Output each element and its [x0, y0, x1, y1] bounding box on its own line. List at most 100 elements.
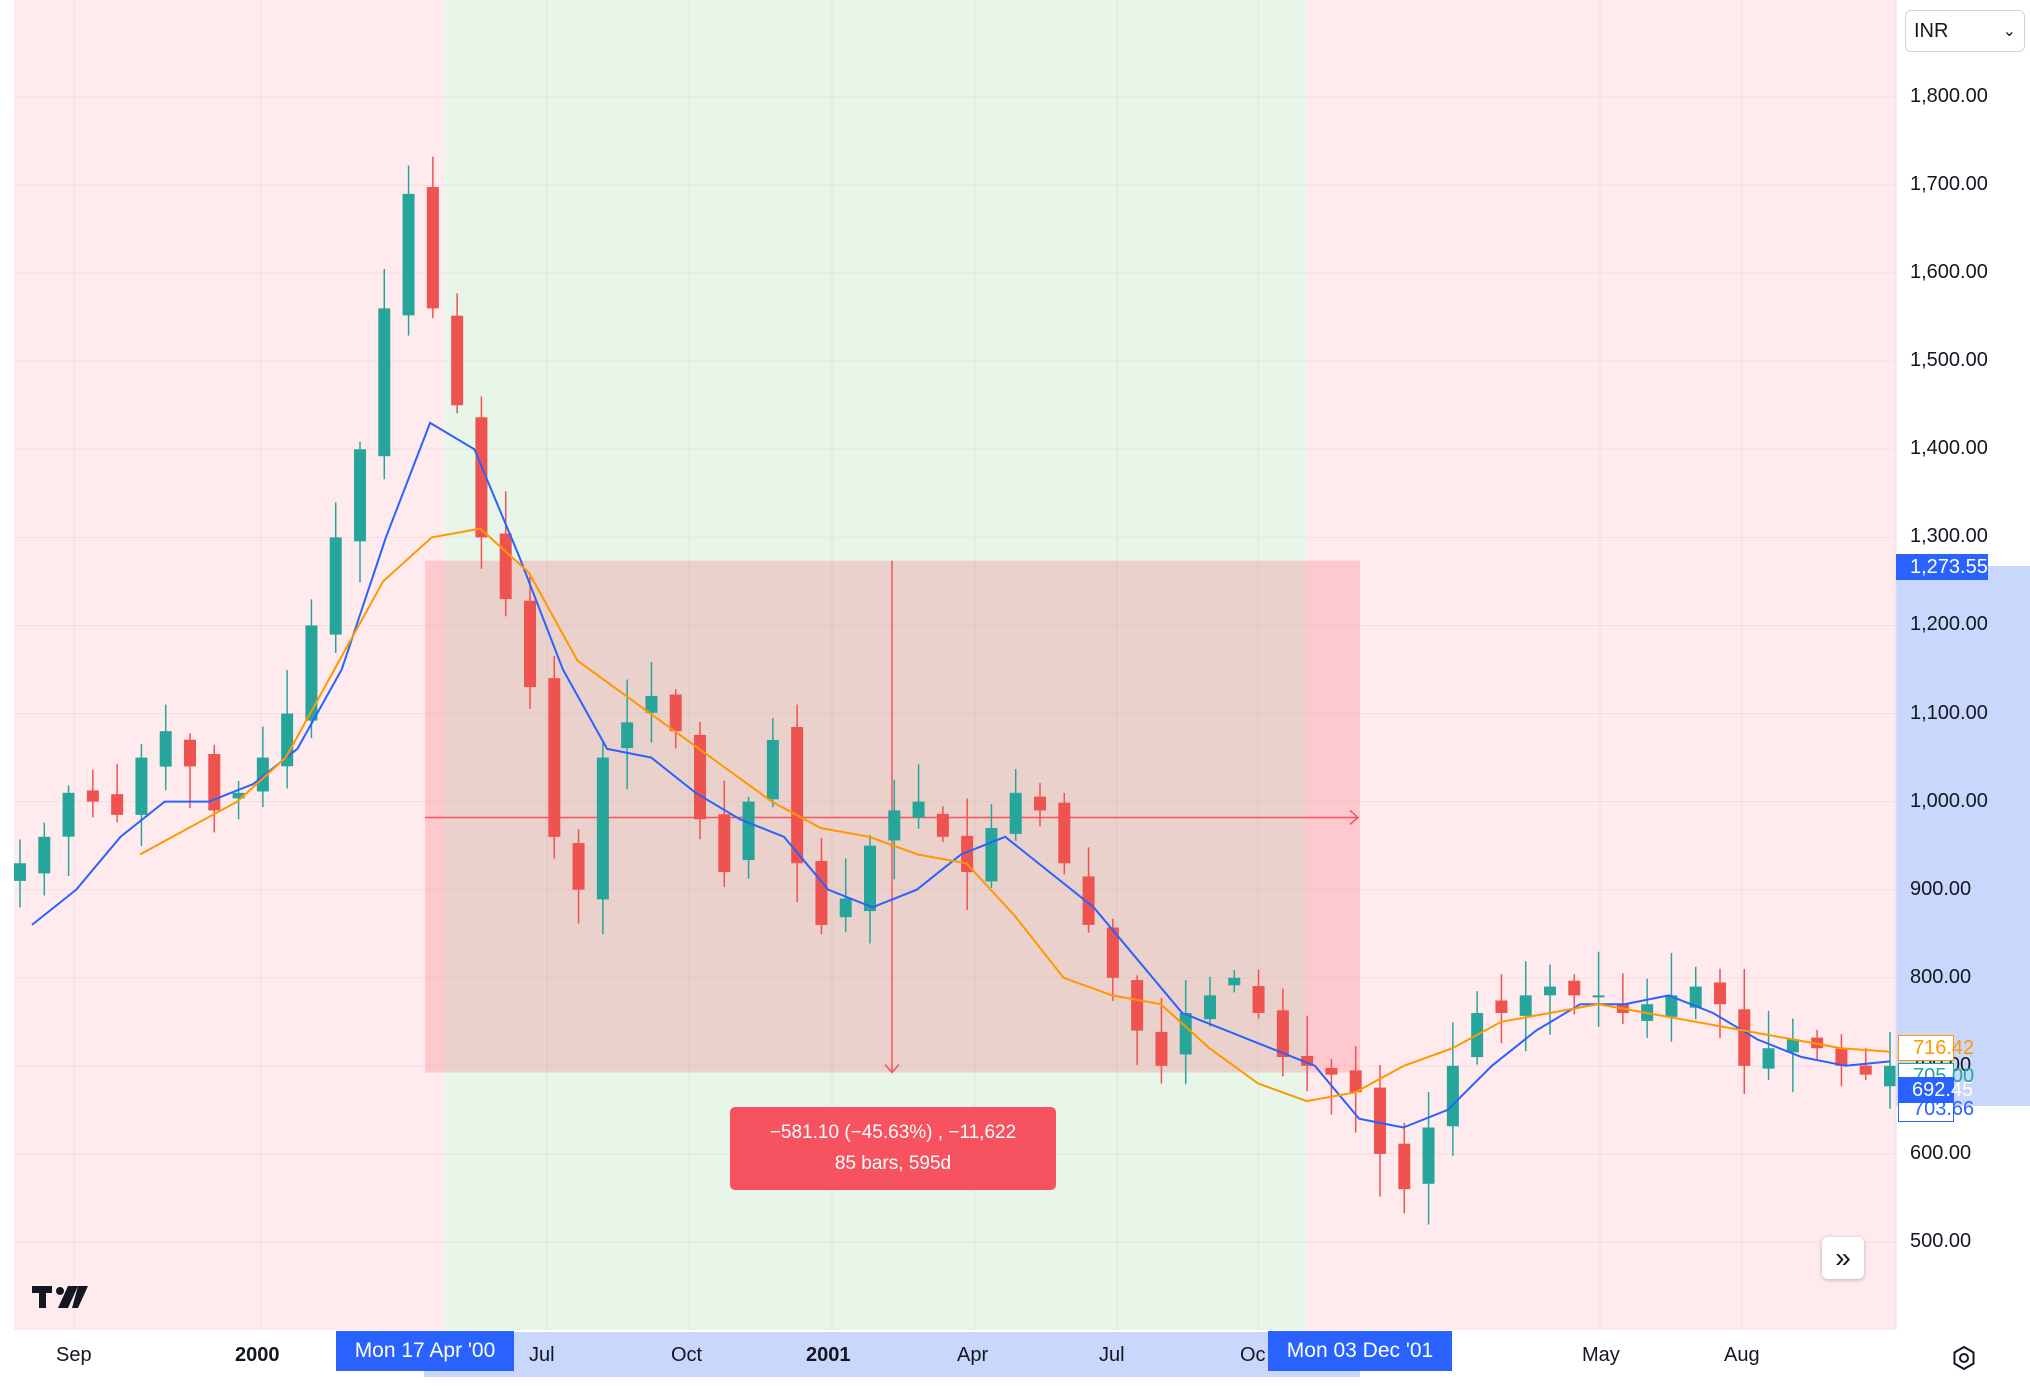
- price-label-top: 1,273.55: [1896, 554, 1988, 580]
- candle-body: [596, 757, 609, 900]
- candle-body: [1835, 1048, 1848, 1066]
- candle-body: [1349, 1070, 1362, 1093]
- price-tick-label: 1,100.00: [1910, 701, 1988, 724]
- candle-body: [1714, 982, 1726, 1005]
- arrow-right-icon: [1349, 809, 1360, 826]
- price-tick-label: 1,300.00: [1910, 525, 1988, 548]
- time-tick-label: Oct: [671, 1344, 703, 1366]
- candle-body: [305, 625, 318, 721]
- candle-body: [1422, 1127, 1435, 1184]
- candle-body: [62, 792, 75, 837]
- candle-body: [402, 193, 415, 316]
- candle-body: [718, 814, 731, 873]
- time-tick-label: Jul: [529, 1344, 555, 1366]
- candle-body: [208, 753, 221, 811]
- time-tick-label: Sep: [56, 1344, 92, 1366]
- candle-body: [1179, 1013, 1192, 1055]
- measurement-change: −581.10 (−45.63%) , −11,622: [769, 1122, 1017, 1143]
- candle-body: [1446, 1065, 1459, 1127]
- candle-body: [159, 731, 172, 767]
- double-chevron-right-icon: »: [1835, 1242, 1851, 1273]
- candle-body: [621, 722, 634, 749]
- currency-dropdown[interactable]: INR ⌄: [1905, 10, 2025, 52]
- end-date-badge: Mon 03 Dec '01: [1268, 1331, 1452, 1371]
- candle-body: [135, 757, 148, 815]
- price-tick-label: 1,800.00: [1910, 85, 1988, 107]
- price-tick-label: 800.00: [1910, 965, 1972, 988]
- price-tick-label: 600.00: [1910, 1141, 1972, 1164]
- candle-body: [524, 600, 536, 688]
- candle-body: [936, 813, 949, 837]
- candle-body: [1738, 1009, 1751, 1066]
- time-axis-highlight: [424, 1332, 1360, 1377]
- price-label-ema-slow: 716.42: [1898, 1035, 1974, 1061]
- candle-body: [1859, 1065, 1872, 1075]
- candle-body: [1204, 995, 1216, 1020]
- scroll-to-realtime-button[interactable]: »: [1822, 1237, 1864, 1279]
- time-tick-label: Jul: [1099, 1344, 1125, 1366]
- candle-body: [1131, 980, 1144, 1031]
- candle-body: [1228, 977, 1241, 986]
- price-tick-label: 1,700.00: [1910, 173, 1988, 196]
- start-date-badge: Mon 17 Apr '00: [336, 1331, 514, 1371]
- candle-body: [475, 417, 488, 538]
- candle-body: [426, 187, 439, 309]
- candle-body: [1034, 796, 1046, 811]
- candle-body: [1519, 995, 1532, 1016]
- price-label-last: 692.45: [1898, 1077, 1973, 1103]
- candle-body: [1592, 995, 1605, 998]
- grid: [14, 0, 1896, 1330]
- candle-body: [1058, 802, 1071, 864]
- candle-body: [791, 726, 804, 864]
- candle-body: [378, 308, 391, 457]
- regime-band-down: [1305, 0, 1896, 1330]
- time-tick-label: Aug: [1724, 1344, 1760, 1366]
- candle-body: [1082, 876, 1095, 925]
- candle-body: [329, 537, 342, 635]
- candle-body: [111, 794, 124, 815]
- moving-averages: [31, 421, 1891, 1129]
- price-tick-label: 1,000.00: [1910, 789, 1988, 812]
- candle-body: [1155, 1031, 1168, 1066]
- candle-body: [232, 792, 245, 799]
- candle-body: [1884, 1065, 1896, 1087]
- time-tick-label: 2000: [235, 1344, 280, 1366]
- candle-body: [1544, 986, 1556, 996]
- price-tick-label: 1,500.00: [1910, 349, 1988, 372]
- time-tick-label: May: [1582, 1344, 1620, 1366]
- candle-body: [766, 739, 779, 800]
- candle-body: [1106, 927, 1119, 978]
- candle-body: [645, 695, 658, 713]
- candle-body: [1009, 792, 1022, 834]
- candle-body: [14, 863, 26, 881]
- candle-body: [1325, 1067, 1338, 1075]
- time-tick-label: Apr: [957, 1344, 989, 1366]
- tradingview-logo: [32, 1282, 90, 1317]
- price-tick-label: 500.00: [1910, 1230, 1972, 1252]
- candle-body: [1374, 1087, 1386, 1154]
- candle-body: [1252, 986, 1265, 1013]
- ema-slow-line: [139, 527, 1891, 1103]
- price-axis-highlight: [1896, 566, 2030, 1106]
- time-tick-label: Oc: [1240, 1344, 1266, 1366]
- settings-icon[interactable]: [1948, 1342, 1980, 1374]
- price-tick-label: 1,400.00: [1910, 437, 1988, 460]
- regime-band-down: [14, 0, 445, 1330]
- price-tick-label: 900.00: [1910, 877, 1972, 900]
- candle-body: [815, 860, 828, 925]
- candle-body: [451, 315, 464, 406]
- candle-body: [839, 898, 852, 918]
- price-tick-label: 1,600.00: [1910, 261, 1988, 284]
- candle-body: [912, 801, 925, 818]
- regime-background: [14, 0, 1896, 1330]
- candle-body: [572, 843, 585, 890]
- candle-body: [184, 739, 196, 767]
- candle-body: [1495, 1000, 1508, 1013]
- candle-body: [38, 836, 51, 874]
- candle-body: [1786, 1039, 1799, 1053]
- candle-body: [864, 845, 876, 912]
- chevron-down-icon: ⌄: [2002, 23, 2016, 40]
- time-tick-label: 2001: [806, 1344, 851, 1366]
- candle-body: [499, 533, 512, 600]
